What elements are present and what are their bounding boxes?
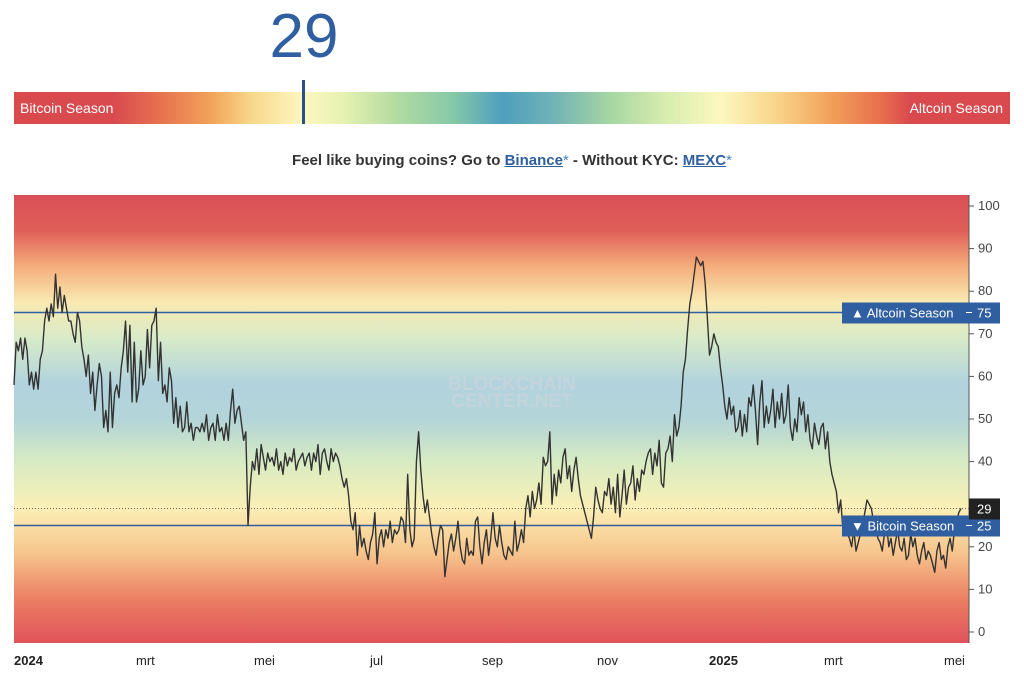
mexc-star: * bbox=[726, 152, 732, 169]
y-tick-label: 10 bbox=[978, 581, 992, 596]
y-tick-label: 80 bbox=[978, 283, 992, 298]
x-tick-label: mei bbox=[254, 653, 275, 668]
current-value-badge: 29 bbox=[969, 498, 1000, 520]
threshold-badge: ▲ Altcoin Season 75 bbox=[842, 302, 1000, 324]
y-tick-label: 60 bbox=[978, 368, 992, 383]
x-tick-label: nov bbox=[597, 653, 618, 668]
watermark: BLOCKCHAIN CENTER.NET bbox=[448, 374, 576, 412]
x-tick-label: jul bbox=[369, 653, 383, 668]
threshold-badge-label: ▲ Altcoin Season bbox=[851, 306, 953, 321]
plot-background bbox=[14, 195, 969, 643]
y-tick-label: 50 bbox=[978, 411, 992, 426]
x-tick-label: mrt bbox=[136, 653, 155, 668]
x-tick-label: 2025 bbox=[709, 653, 738, 668]
threshold-badge-value: 25 bbox=[977, 519, 991, 534]
gauge-marker bbox=[302, 80, 305, 124]
y-tick-label: 40 bbox=[978, 454, 992, 469]
series-line bbox=[13, 256, 962, 578]
threshold-badge-label: ▼ Bitcoin Season bbox=[851, 519, 954, 534]
threshold-badge-bg bbox=[842, 515, 1000, 537]
threshold-badge: ▼ Bitcoin Season 25 bbox=[842, 515, 1000, 537]
binance-star: * bbox=[562, 152, 569, 169]
current-value-badge-bg bbox=[969, 498, 1000, 520]
y-tick-label: 90 bbox=[978, 241, 992, 256]
x-tick-label: mei bbox=[944, 653, 965, 668]
y-tick-label: 70 bbox=[978, 326, 992, 341]
threshold-badge-value: 75 bbox=[977, 306, 991, 321]
season-gauge-bar: Bitcoin Season Altcoin Season bbox=[14, 92, 1010, 124]
promo-prefix: Feel like buying coins? Go to bbox=[292, 152, 505, 169]
y-tick-label: 20 bbox=[978, 539, 992, 554]
watermark-line1: BLOCKCHAIN bbox=[448, 374, 576, 395]
x-tick-label: 2024 bbox=[14, 653, 44, 668]
bitcoin-season-label: Bitcoin Season bbox=[20, 100, 114, 116]
altcoin-index-value: 29 bbox=[269, 2, 339, 71]
y-tick-label: 0 bbox=[978, 624, 985, 639]
binance-link[interactable]: Binance bbox=[504, 152, 563, 169]
threshold-badge-bg bbox=[842, 302, 1000, 324]
promo-text: Feel like buying coins? Go to Binance* -… bbox=[0, 152, 1024, 169]
current-value-badge-label: 29 bbox=[977, 501, 991, 516]
watermark-line2: CENTER.NET bbox=[451, 391, 573, 412]
mexc-link[interactable]: MEXC bbox=[682, 152, 727, 169]
x-tick-label: mrt bbox=[824, 653, 843, 668]
promo-middle: - Without KYC: bbox=[568, 152, 683, 169]
x-tick-label: sep bbox=[482, 653, 503, 668]
y-tick-label: 100 bbox=[978, 198, 1000, 213]
altcoin-season-label: Altcoin Season bbox=[909, 100, 1003, 116]
